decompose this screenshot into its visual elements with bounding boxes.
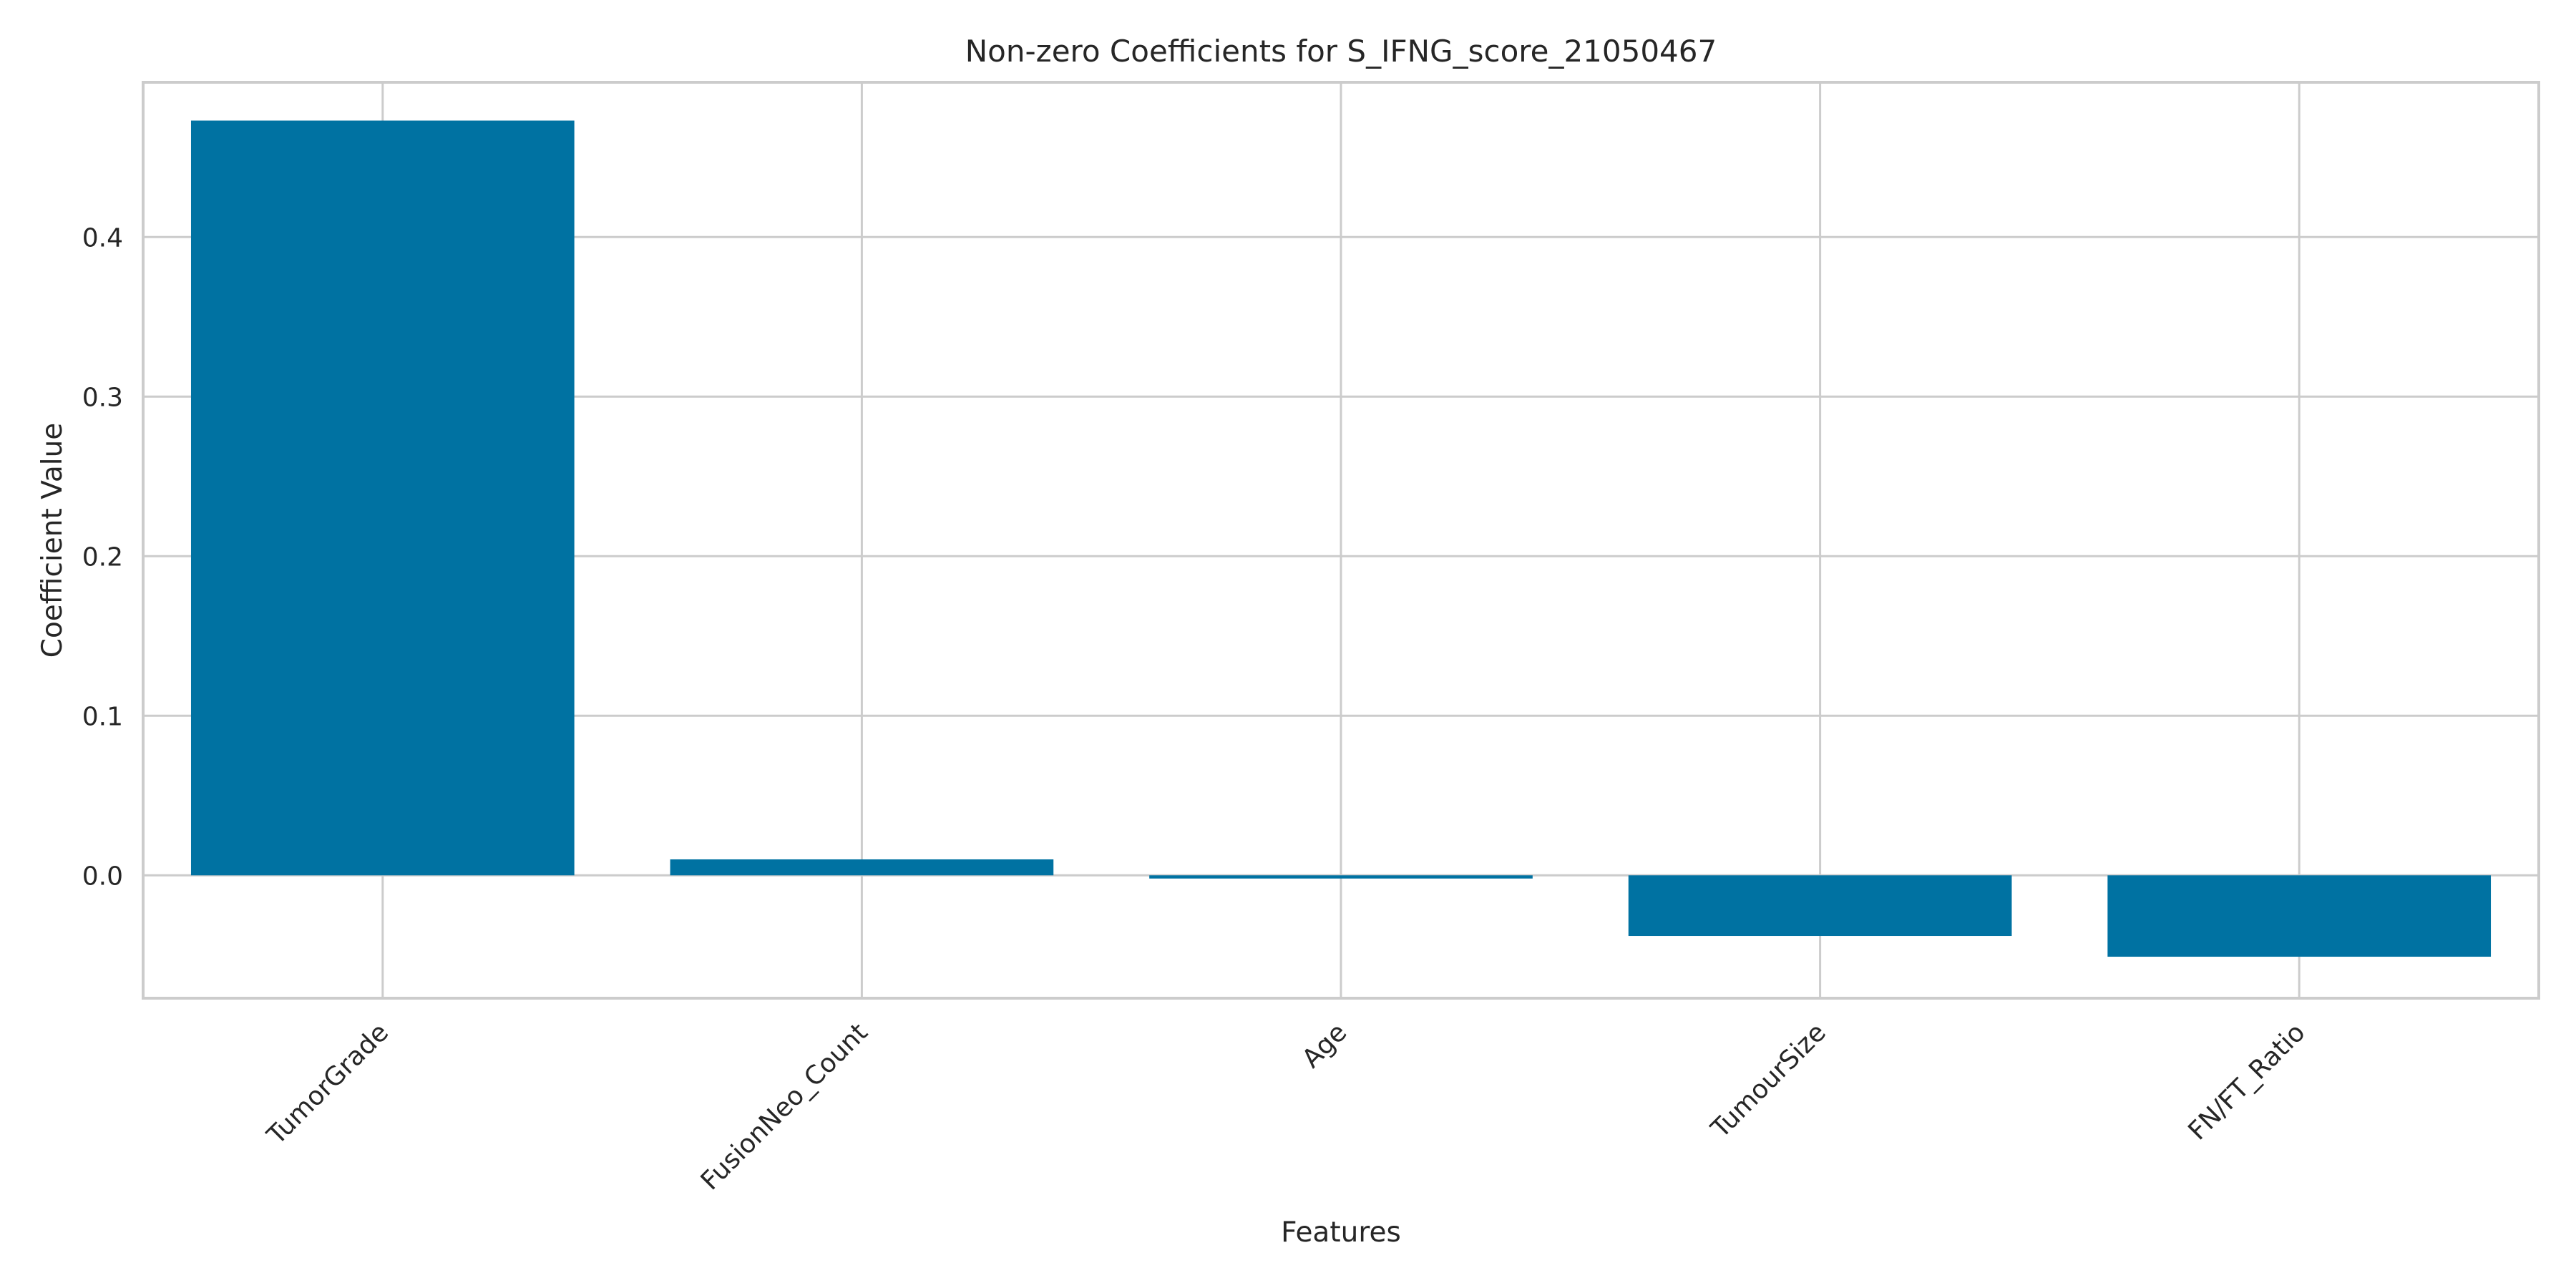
x-tick-label: FusionNeo_Count — [696, 1018, 874, 1196]
y-tick-label: 0.0 — [82, 862, 123, 891]
y-axis-label: Coefficient Value — [36, 423, 69, 658]
x-axis-label: Features — [1281, 1216, 1401, 1249]
y-tick-labels: 0.0 0.1 0.2 0.3 0.4 — [82, 223, 123, 891]
y-tick-label: 0.1 — [82, 702, 123, 731]
bar — [2107, 875, 2492, 957]
bar — [1628, 875, 2012, 937]
bar — [190, 120, 575, 876]
x-tick-labels: TumorGrade FusionNeo_Count Age TumourSize FN… — [261, 1018, 2311, 1196]
x-tick-label: TumorGrade — [261, 1018, 394, 1151]
x-tick-label: TumourSize — [1705, 1018, 1832, 1144]
x-tick-label: Age — [1297, 1018, 1352, 1073]
y-tick-label: 0.4 — [82, 223, 123, 253]
y-tick-label: 0.2 — [82, 542, 123, 572]
bars — [190, 120, 2492, 957]
chart-title: Non-zero Coefficients for S_IFNG_score_2… — [965, 34, 1717, 69]
bar — [1149, 875, 1533, 879]
x-tick-label: FN/FT_Ratio — [2182, 1018, 2311, 1146]
y-tick-label: 0.3 — [82, 383, 123, 412]
plot-frame — [142, 81, 2540, 1000]
bar — [670, 859, 1054, 876]
